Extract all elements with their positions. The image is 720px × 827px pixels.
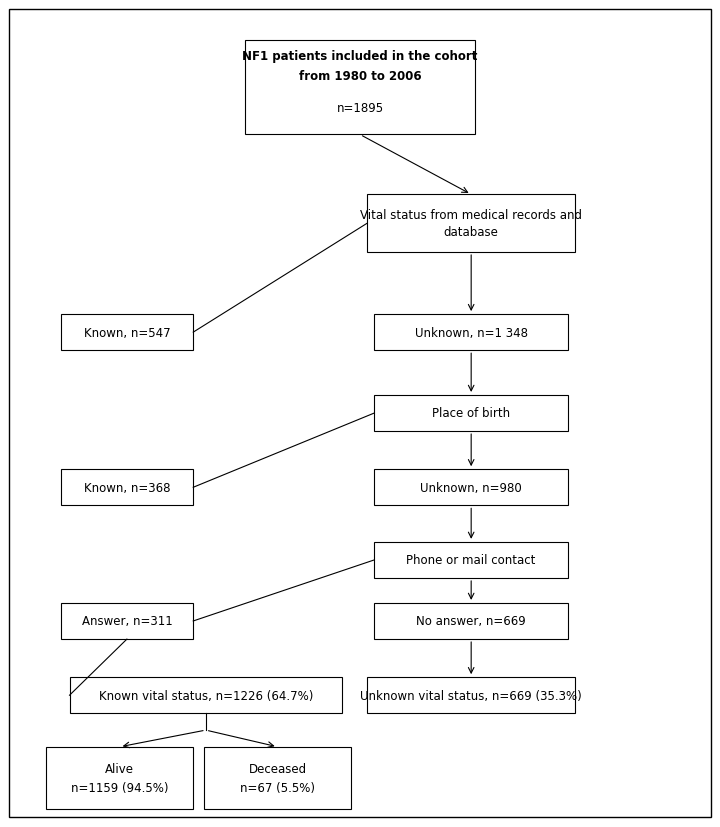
- Text: from 1980 to 2006: from 1980 to 2006: [299, 70, 421, 83]
- Text: Alive: Alive: [105, 762, 134, 775]
- Bar: [374, 395, 568, 432]
- Text: n=1159 (94.5%): n=1159 (94.5%): [71, 781, 168, 794]
- Text: No answer, n=669: No answer, n=669: [416, 614, 526, 628]
- Text: Unknown, n=1 348: Unknown, n=1 348: [415, 326, 528, 339]
- Text: Vital status from medical records and: Vital status from medical records and: [360, 208, 582, 222]
- Bar: [374, 603, 568, 639]
- Text: Deceased: Deceased: [248, 762, 307, 775]
- Bar: [374, 542, 568, 578]
- Text: Answer, n=311: Answer, n=311: [81, 614, 172, 628]
- Bar: [374, 314, 568, 351]
- Bar: [204, 747, 351, 809]
- Text: NF1 patients included in the cohort: NF1 patients included in the cohort: [243, 50, 477, 63]
- Bar: [367, 195, 575, 253]
- Text: Unknown, n=980: Unknown, n=980: [420, 481, 522, 495]
- Bar: [60, 603, 193, 639]
- Text: Known, n=547: Known, n=547: [84, 326, 170, 339]
- Text: Place of birth: Place of birth: [432, 407, 510, 420]
- Text: Phone or mail contact: Phone or mail contact: [407, 554, 536, 566]
- Text: Unknown vital status, n=669 (35.3%): Unknown vital status, n=669 (35.3%): [360, 689, 582, 702]
- Text: Known vital status, n=1226 (64.7%): Known vital status, n=1226 (64.7%): [99, 689, 313, 702]
- Bar: [70, 677, 342, 714]
- Bar: [246, 41, 474, 136]
- Bar: [367, 677, 575, 714]
- Bar: [374, 470, 568, 506]
- Bar: [60, 314, 193, 351]
- Text: Known, n=368: Known, n=368: [84, 481, 170, 495]
- Text: database: database: [444, 226, 499, 239]
- Text: n=1895: n=1895: [336, 103, 384, 115]
- Text: n=67 (5.5%): n=67 (5.5%): [240, 781, 315, 794]
- Bar: [46, 747, 193, 809]
- Bar: [60, 470, 193, 506]
